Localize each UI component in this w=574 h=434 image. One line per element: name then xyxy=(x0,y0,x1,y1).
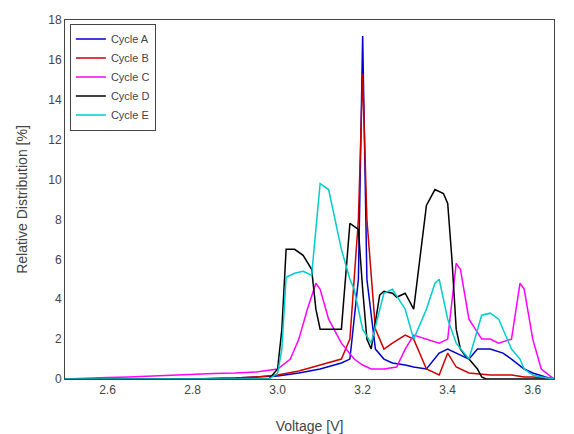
svg-text:2: 2 xyxy=(55,332,62,346)
svg-text:4: 4 xyxy=(55,292,62,306)
svg-text:18: 18 xyxy=(48,13,62,27)
svg-text:12: 12 xyxy=(48,133,62,147)
svg-text:Cycle B: Cycle B xyxy=(111,52,149,64)
svg-text:Cycle D: Cycle D xyxy=(111,90,150,102)
svg-text:3.4: 3.4 xyxy=(439,383,456,397)
svg-text:2.8: 2.8 xyxy=(184,383,201,397)
svg-text:14: 14 xyxy=(48,93,62,107)
svg-text:3.2: 3.2 xyxy=(354,383,371,397)
svg-text:0: 0 xyxy=(55,372,62,386)
svg-text:8: 8 xyxy=(55,213,62,227)
svg-text:Voltage [V]: Voltage [V] xyxy=(276,418,344,434)
svg-text:Relative Distribution [%]: Relative Distribution [%] xyxy=(14,125,30,274)
svg-text:Cycle C: Cycle C xyxy=(111,71,150,83)
svg-text:6: 6 xyxy=(55,253,62,267)
svg-text:10: 10 xyxy=(48,173,62,187)
svg-text:Cycle E: Cycle E xyxy=(111,109,149,121)
svg-text:16: 16 xyxy=(48,53,62,67)
svg-text:3.0: 3.0 xyxy=(269,383,286,397)
svg-text:3.6: 3.6 xyxy=(524,383,541,397)
svg-text:Cycle A: Cycle A xyxy=(111,33,149,45)
svg-text:2.6: 2.6 xyxy=(99,383,116,397)
